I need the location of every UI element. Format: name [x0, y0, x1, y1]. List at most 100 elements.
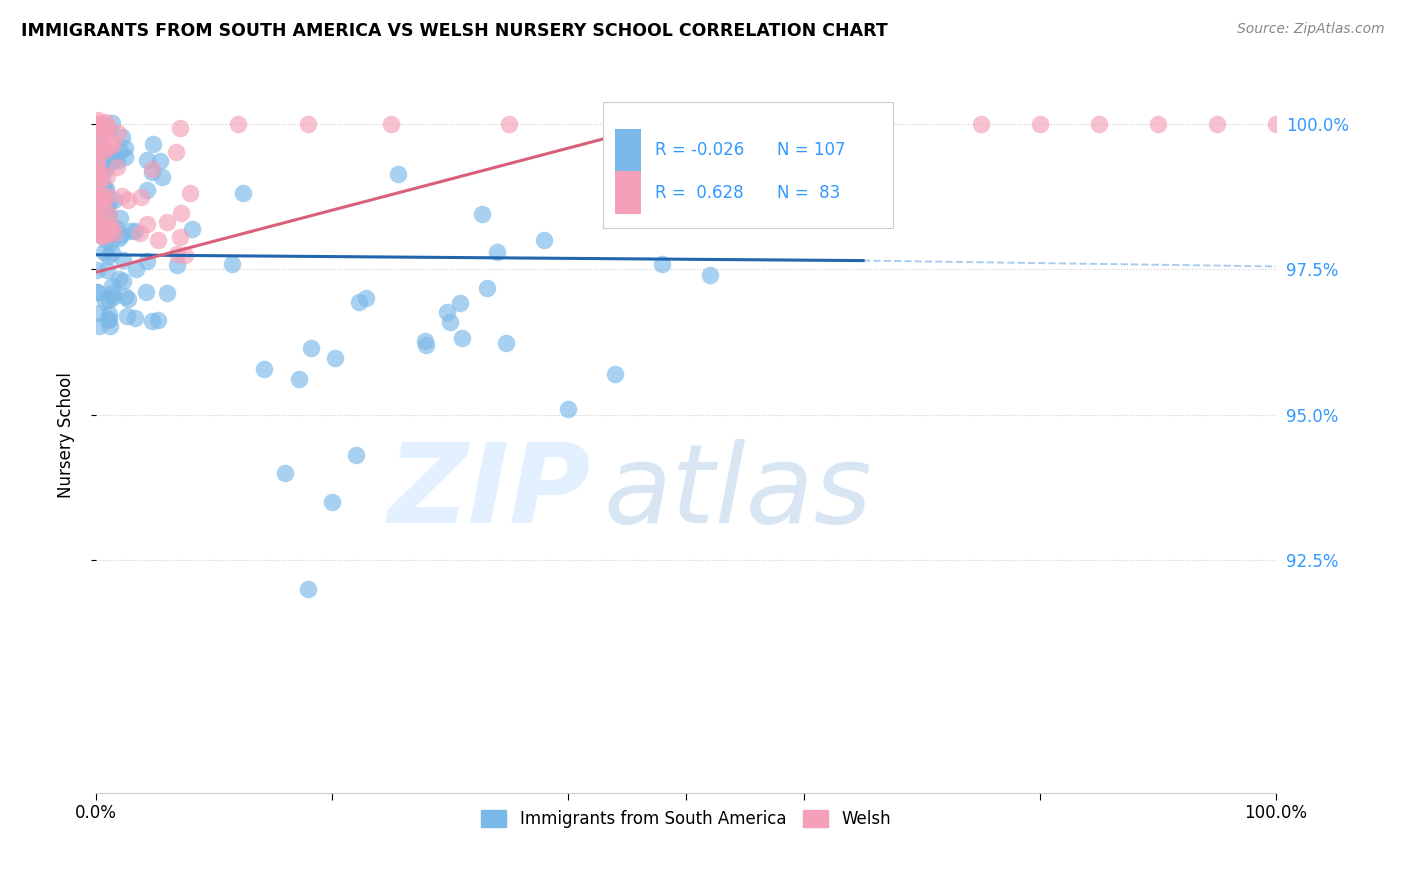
Point: [89, 171, 111, 186]
Point: [436, 305, 458, 319]
Point: [94, 161, 117, 176]
Point: [114, 289, 136, 303]
Point: [86, 164, 108, 178]
Point: [91, 227, 114, 242]
Point: [557, 401, 579, 416]
Point: [86, 285, 108, 300]
Point: [91, 125, 114, 139]
Point: [86, 262, 108, 277]
Point: [89, 194, 111, 208]
Point: [734, 117, 756, 131]
Point: [141, 165, 163, 179]
Point: [415, 334, 437, 348]
Point: [135, 217, 157, 231]
Text: IMMIGRANTS FROM SOUTH AMERICA VS WELSH NURSERY SCHOOL CORRELATION CHART: IMMIGRANTS FROM SOUTH AMERICA VS WELSH N…: [21, 22, 887, 40]
Point: [87, 197, 110, 211]
Point: [142, 137, 165, 152]
Point: [101, 219, 124, 233]
Point: [165, 145, 187, 160]
Point: [87, 213, 110, 227]
Point: [94, 141, 117, 155]
Point: [89, 195, 111, 210]
Point: [87, 118, 110, 132]
Point: [98, 293, 121, 307]
Text: Source: ZipAtlas.com: Source: ZipAtlas.com: [1237, 22, 1385, 37]
Point: [107, 272, 129, 286]
Point: [91, 179, 114, 194]
Point: [96, 263, 118, 277]
Point: [86, 184, 108, 198]
Point: [169, 120, 191, 135]
Point: [110, 144, 132, 158]
Point: [96, 157, 118, 171]
Point: [105, 160, 128, 174]
Point: [103, 227, 125, 241]
Point: [174, 247, 197, 261]
Point: [97, 123, 120, 137]
Point: [169, 230, 191, 244]
Point: [179, 186, 201, 200]
Point: [90, 168, 112, 182]
Point: [97, 120, 120, 134]
Point: [93, 207, 115, 221]
Point: [97, 312, 120, 326]
Point: [87, 141, 110, 155]
Point: [97, 249, 120, 263]
Text: R =  0.628: R = 0.628: [655, 184, 744, 202]
Point: [93, 181, 115, 195]
Point: [86, 227, 108, 241]
Point: [166, 258, 188, 272]
Point: [101, 279, 124, 293]
Point: [344, 449, 367, 463]
Point: [156, 285, 179, 300]
Point: [103, 193, 125, 207]
Point: [108, 231, 131, 245]
Point: [101, 290, 124, 304]
Point: [380, 117, 402, 131]
Point: [114, 150, 136, 164]
Point: [86, 285, 108, 299]
Point: [354, 291, 377, 305]
Point: [93, 144, 115, 158]
Point: [86, 188, 108, 202]
Point: [87, 136, 110, 151]
Point: [101, 138, 124, 153]
Point: [108, 211, 131, 226]
Point: [477, 281, 499, 295]
Legend: Immigrants from South America, Welsh: Immigrants from South America, Welsh: [475, 803, 897, 834]
Point: [156, 214, 179, 228]
Point: [111, 189, 134, 203]
Point: [149, 153, 172, 168]
Point: [93, 227, 115, 242]
Point: [86, 222, 108, 236]
Point: [86, 154, 108, 169]
Text: ZIP: ZIP: [388, 439, 592, 546]
Point: [107, 126, 129, 140]
Point: [98, 148, 121, 162]
Point: [297, 582, 319, 596]
Bar: [616, 128, 641, 171]
Point: [86, 219, 108, 233]
Point: [86, 135, 108, 149]
Point: [101, 285, 124, 300]
Point: [97, 189, 120, 203]
Point: [100, 245, 122, 260]
Point: [297, 117, 319, 131]
Point: [221, 257, 243, 271]
Point: [100, 116, 122, 130]
Point: [100, 153, 122, 168]
Point: [97, 209, 120, 223]
Point: [117, 193, 139, 207]
Point: [91, 158, 114, 172]
Point: [90, 205, 112, 219]
Point: [89, 116, 111, 130]
Point: [451, 331, 474, 345]
Point: [97, 313, 120, 327]
Point: [852, 117, 875, 131]
Point: [87, 306, 110, 320]
Point: [321, 495, 343, 509]
Point: [104, 152, 127, 166]
Point: [288, 371, 311, 385]
Point: [98, 318, 121, 333]
Point: [93, 219, 115, 234]
